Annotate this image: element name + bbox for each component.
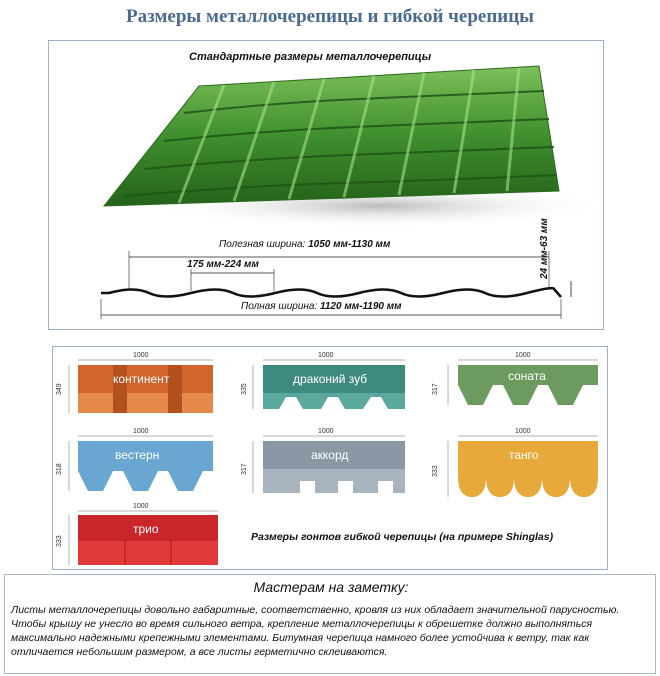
shingle-trio-label: трио	[133, 522, 159, 536]
wave-step-label: 175 мм-224 мм	[187, 259, 259, 270]
shingle-akkord-height: 317	[241, 463, 248, 475]
metal-tile-panel: Стандартные размеры металлочерепицы	[48, 40, 609, 330]
shingle-trio-width: 1000	[133, 503, 149, 510]
page-title: Размеры металлочерепицы и гибкой черепиц…	[126, 6, 534, 27]
shingle-tango-label: танго	[509, 448, 539, 462]
shingles-panel: 1000 континент 349 1000 драконий зуб 335…	[52, 346, 608, 570]
metal-tile-image	[102, 65, 609, 228]
shingle-tango-width: 1000	[515, 428, 531, 435]
full-width-label: Полная ширина: 1120 мм-1190 мм	[241, 301, 402, 312]
note-panel: Мастерам на заметку: Листы металлочерепи…	[4, 574, 656, 674]
shingle-drakoniy-zub-label: драконий зуб	[293, 372, 367, 386]
height-label: 24 мм-63 мм	[539, 218, 550, 279]
shingle-vestern-width: 1000	[133, 428, 149, 435]
shingle-tango: 1000 танго 333	[432, 428, 598, 497]
shingle-vestern-height: 318	[56, 463, 63, 475]
shingle-kontinent: 1000 континент 349	[56, 352, 213, 413]
useful-width-label: Полезная ширина: 1050 мм-1130 мм	[219, 239, 391, 250]
shingles-caption: Размеры гонтов гибкой черепицы (на приме…	[251, 531, 554, 543]
shingles-drawing: 1000 континент 349 1000 драконий зуб 335…	[56, 352, 598, 565]
shingle-trio: 1000 трио 333	[56, 503, 218, 565]
shingle-sonata-height: 317	[432, 383, 439, 395]
shingle-vestern-label: вестерн	[115, 448, 159, 462]
shingle-drakoniy-zub-width: 1000	[318, 352, 334, 359]
shingle-tango-height: 333	[432, 465, 439, 477]
shingle-akkord-width: 1000	[318, 428, 334, 435]
metal-tile-caption: Стандартные размеры металлочерепицы	[189, 51, 432, 63]
shingle-sonata: 1000 соната 317	[432, 352, 598, 405]
shingle-trio-height: 333	[56, 535, 63, 547]
shingle-sonata-label: соната	[508, 369, 546, 383]
shingle-kontinent-label: континент	[113, 372, 170, 386]
shingle-sonata-width: 1000	[515, 352, 531, 359]
shingle-akkord: 1000 аккорд 317	[241, 428, 405, 493]
tile-profile-drawing	[100, 251, 572, 319]
shingle-vestern: 1000 вестерн 318	[56, 428, 213, 491]
shingle-akkord-label: аккорд	[311, 448, 348, 462]
shingle-kontinent-height: 349	[56, 383, 63, 395]
note-title: Мастерам на заметку:	[253, 579, 409, 595]
shingle-drakoniy-zub-height: 335	[241, 383, 248, 395]
note-text: Листы металлочерепицы довольно габаритны…	[11, 604, 620, 658]
shingle-drakoniy-zub: 1000 драконий зуб 335	[241, 352, 405, 409]
shingle-kontinent-width: 1000	[133, 352, 149, 359]
